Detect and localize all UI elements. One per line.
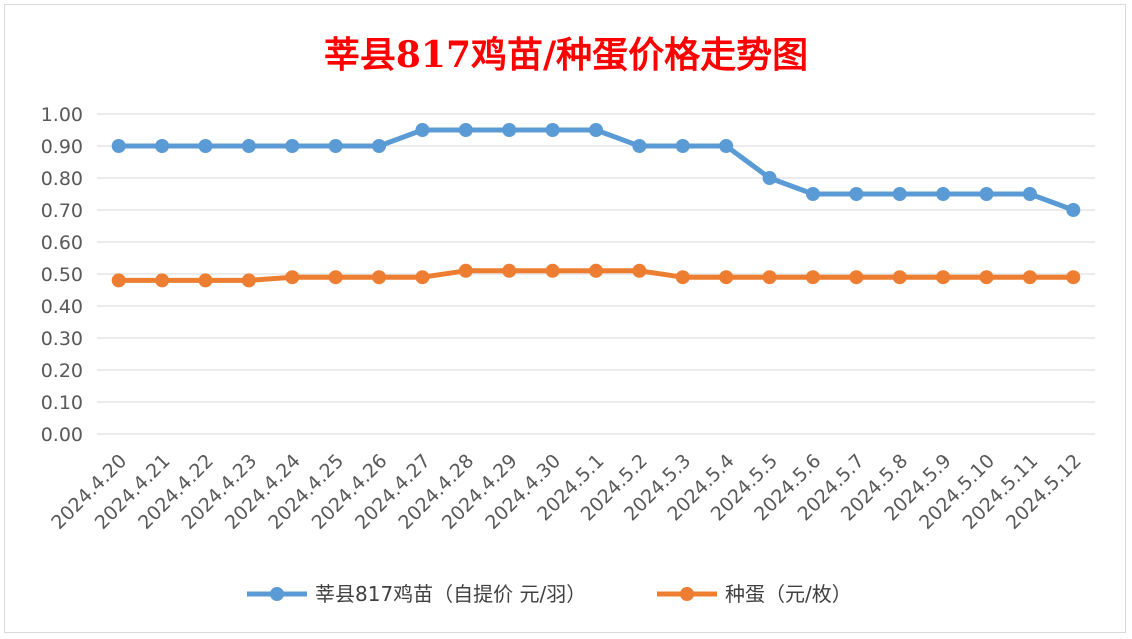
data-point xyxy=(285,139,300,153)
data-point xyxy=(1066,203,1081,217)
data-point xyxy=(502,263,517,278)
line-chart: 莘县817鸡苗/种蛋价格走势图 0.00 0.10 0.20 0.30 0.40 0.50… xyxy=(41,34,1095,606)
data-point xyxy=(719,139,734,153)
legend-label-chick-price: 莘县817鸡苗（自提价 元/羽） xyxy=(315,582,586,606)
y-tick-label: 0.00 xyxy=(41,424,83,446)
data-point xyxy=(372,270,387,285)
data-point xyxy=(589,123,603,137)
y-tick-label: 0.70 xyxy=(41,200,83,222)
data-point xyxy=(155,139,170,153)
data-point xyxy=(241,139,256,153)
data-point xyxy=(415,123,430,137)
data-point xyxy=(111,273,126,288)
y-tick-label: 0.50 xyxy=(41,264,83,286)
y-axis: 0.00 0.10 0.20 0.30 0.40 0.50 0.60 0.70 0.80 0.90… xyxy=(41,104,83,446)
y-tick-label: 0.80 xyxy=(41,168,83,190)
legend-label-egg-price: 种蛋（元/枚） xyxy=(725,582,852,606)
data-point xyxy=(198,139,213,153)
data-point xyxy=(458,263,473,278)
data-point xyxy=(415,270,430,285)
y-tick-label: 1.00 xyxy=(41,104,83,126)
legend: 莘县817鸡苗（自提价 元/羽） 种蛋（元/枚） xyxy=(247,582,852,606)
legend-marker-egg-price xyxy=(680,587,694,601)
data-point xyxy=(589,263,603,278)
data-point xyxy=(762,270,777,285)
data-point xyxy=(762,171,777,185)
chart-title: 莘县817鸡苗/种蛋价格走势图 xyxy=(324,34,808,76)
data-point xyxy=(979,187,994,201)
series-line-0 xyxy=(116,127,1076,213)
data-point xyxy=(155,273,170,288)
y-tick-label: 0.60 xyxy=(41,232,83,254)
data-point xyxy=(458,123,473,137)
data-point xyxy=(1022,187,1037,201)
data-point xyxy=(1022,270,1037,285)
data-point xyxy=(1066,270,1081,285)
data-point xyxy=(675,139,690,153)
data-point xyxy=(936,270,951,285)
chart-frame: 莘县817鸡苗/种蛋价格走势图 0.00 0.10 0.20 0.30 0.40 0.50… xyxy=(4,4,1126,633)
x-axis: 2024.4.202024.4.212024.4.222024.4.232024… xyxy=(47,450,1086,534)
data-point xyxy=(545,123,560,137)
data-point xyxy=(805,270,820,285)
data-point xyxy=(979,270,994,285)
data-point xyxy=(328,270,343,285)
data-point xyxy=(849,187,864,201)
data-point xyxy=(892,187,907,201)
y-tick-label: 0.10 xyxy=(41,392,83,414)
y-tick-label: 0.40 xyxy=(41,296,83,318)
data-point xyxy=(241,273,256,288)
y-tick-label: 0.90 xyxy=(41,136,83,158)
data-point xyxy=(675,270,690,285)
data-point xyxy=(372,139,387,153)
data-point xyxy=(632,263,647,278)
data-point xyxy=(632,139,647,153)
data-point xyxy=(328,139,343,153)
data-point xyxy=(892,270,907,285)
legend-marker-chick-price xyxy=(270,587,284,601)
data-point xyxy=(849,270,864,285)
y-tick-label: 0.20 xyxy=(41,360,83,382)
data-point xyxy=(111,139,126,153)
data-point xyxy=(545,263,560,278)
y-tick-label: 0.30 xyxy=(41,328,83,350)
data-point xyxy=(285,270,300,285)
data-point xyxy=(936,187,951,201)
data-point xyxy=(502,123,517,137)
data-point xyxy=(198,273,213,288)
data-point xyxy=(719,270,734,285)
plot-area xyxy=(111,123,1081,288)
data-point xyxy=(805,187,820,201)
